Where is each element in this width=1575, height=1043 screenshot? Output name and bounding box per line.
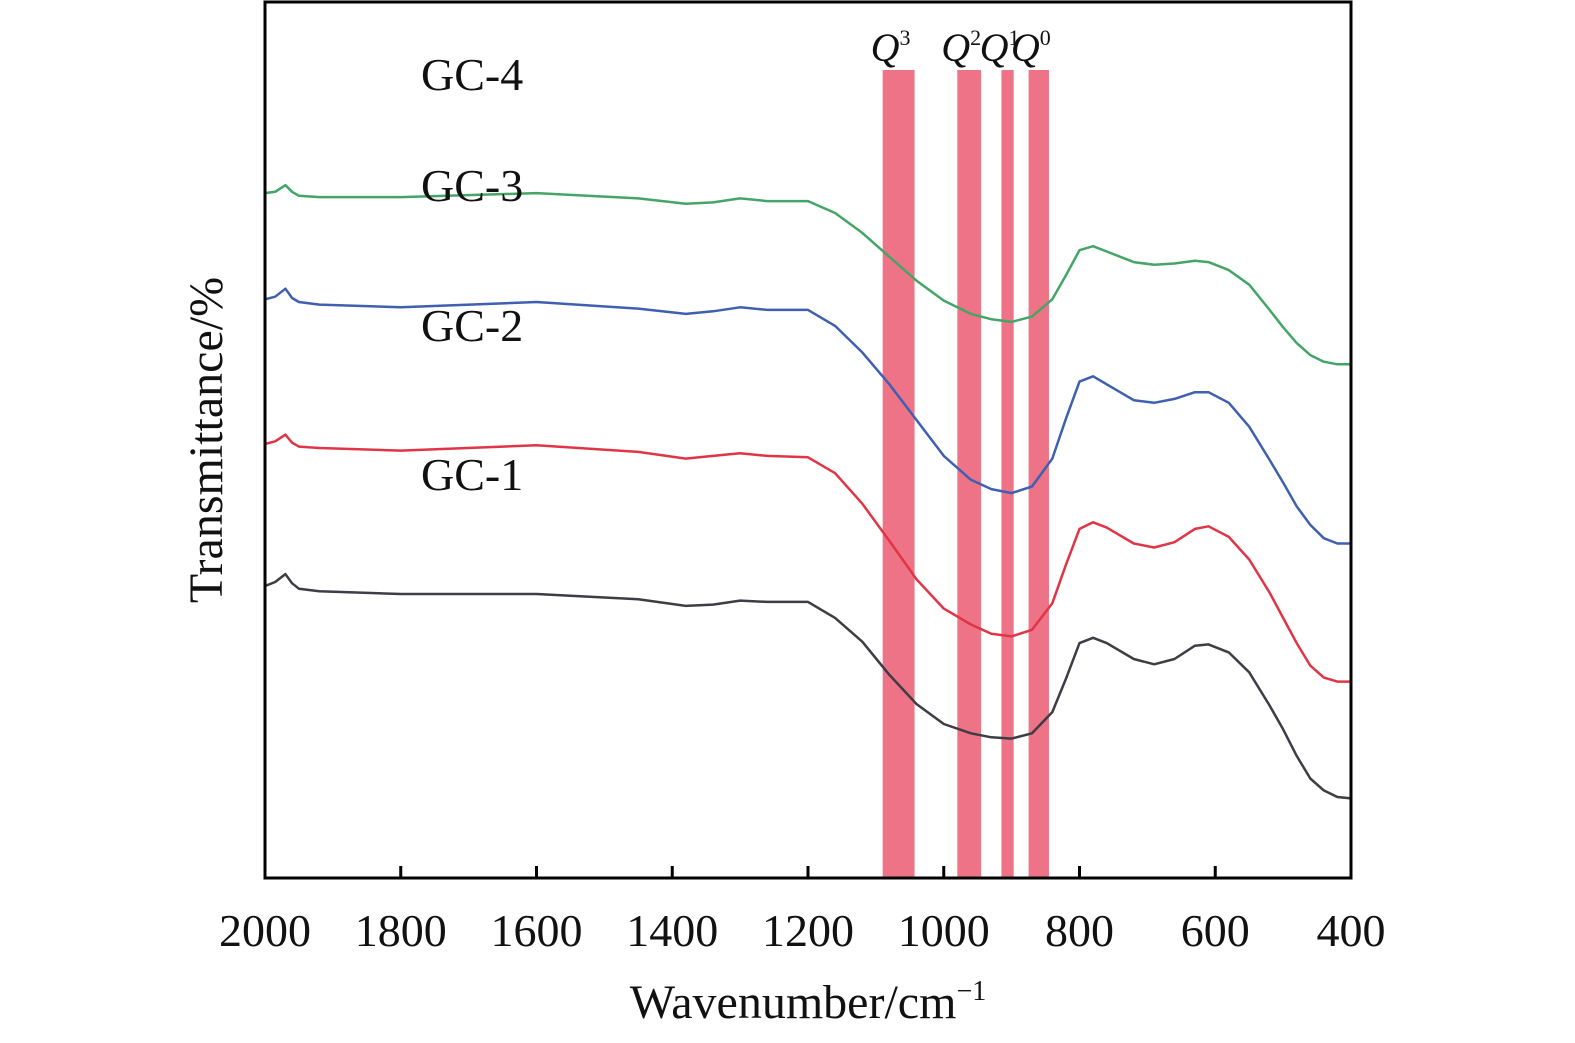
band-label-superscript: 0 bbox=[1040, 25, 1051, 50]
series-label-gc-2: GC-2 bbox=[421, 300, 523, 351]
x-tick-label-1600: 1600 bbox=[491, 905, 583, 956]
band-label-superscript: 3 bbox=[900, 25, 911, 50]
series-label-gc-1: GC-1 bbox=[421, 449, 523, 500]
series-label-gc-3: GC-3 bbox=[421, 160, 523, 211]
band-q1 bbox=[1001, 70, 1014, 878]
x-axis-title: Wavenumber/cm−1 bbox=[630, 976, 986, 1029]
x-tick-label-800: 800 bbox=[1045, 905, 1114, 956]
x-axis-title-superscript: −1 bbox=[956, 976, 986, 1007]
x-tick-label-1400: 1400 bbox=[626, 905, 718, 956]
band-label-letter: Q bbox=[941, 25, 970, 70]
x-tick-label-1200: 1200 bbox=[762, 905, 854, 956]
band-label-q0: Q0 bbox=[1011, 25, 1051, 70]
band-label-letter: Q bbox=[980, 25, 1009, 70]
series-line-gc-4 bbox=[263, 183, 1353, 366]
plot-frame bbox=[263, 0, 1353, 880]
series-line-gc-1 bbox=[263, 572, 1353, 800]
band-label-superscript: 1 bbox=[1008, 25, 1019, 50]
band-label-q3: Q3 bbox=[871, 25, 911, 70]
series-line-gc-2 bbox=[263, 433, 1353, 683]
x-axis-ticks: 2000 1800 1600 1400 1200 1000 800 600 400 bbox=[219, 866, 1386, 956]
band-label-superscript: 2 bbox=[970, 25, 981, 50]
band-label-letter: Q bbox=[871, 25, 900, 70]
band-label-q1: Q1 bbox=[980, 25, 1020, 70]
x-tick-label-600: 600 bbox=[1181, 905, 1250, 956]
band-label-q2: Q2 bbox=[941, 25, 981, 70]
band-q2 bbox=[957, 70, 982, 878]
q-bands bbox=[882, 70, 1049, 878]
series-labels: GC-1 GC-2 GC-3 GC-4 bbox=[421, 49, 523, 500]
series-line-gc-3 bbox=[263, 287, 1353, 545]
spectra-series bbox=[263, 183, 1353, 800]
band-label-letter: Q bbox=[1011, 25, 1040, 70]
series-label-gc-4: GC-4 bbox=[421, 49, 523, 100]
y-axis-title: Transmittance/% bbox=[180, 277, 233, 603]
x-axis-title-text: Wavenumber/cm bbox=[630, 976, 957, 1029]
x-tick-label-1800: 1800 bbox=[355, 905, 447, 956]
band-q3 bbox=[882, 70, 915, 878]
x-tick-label-1000: 1000 bbox=[898, 905, 990, 956]
x-tick-label-2000: 2000 bbox=[219, 905, 311, 956]
band-q0 bbox=[1028, 70, 1049, 878]
x-tick-label-400: 400 bbox=[1317, 905, 1386, 956]
